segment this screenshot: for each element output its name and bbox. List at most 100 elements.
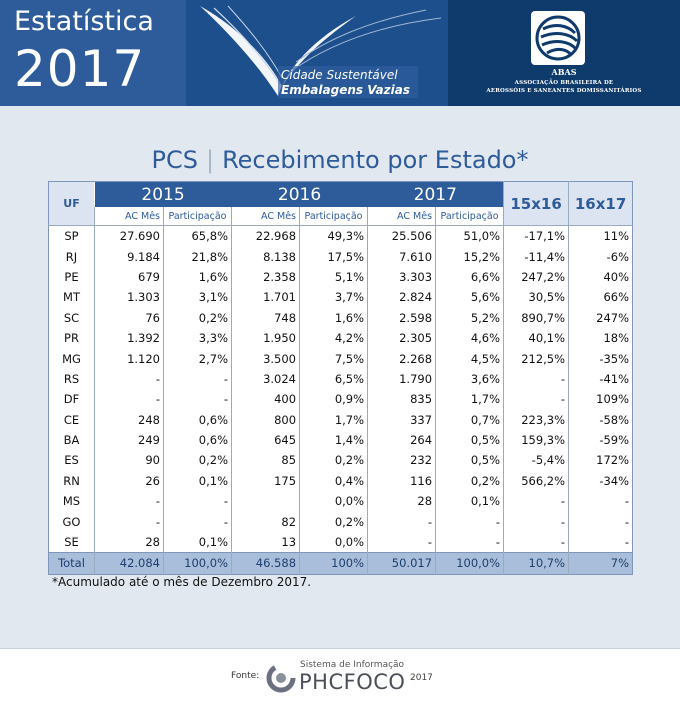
table-row: SC 76 0,2% 748 1,6% 2.598 5,2% 890,7% 247% [49,307,633,328]
ac-2016-cell: 2.358 [231,266,300,288]
share-2016-cell: 0,2% [299,450,368,471]
change-16x17-cell: 66% [568,287,633,308]
ac-2015-cell: - [94,491,164,512]
table-row: RJ 9.184 21,8% 8.138 17,5% 7.610 15,2% -11,4% -6… [49,246,633,267]
share-2015-cell: 1,6% [162,266,232,288]
ac-2015-cell: - [94,368,164,390]
share-2017-cell: 3,6% [435,368,504,390]
change-15x16-cell: 40,1% [503,327,569,349]
comparison-header-16x17: 16x17 [568,181,633,226]
ac-2016-cell: 13 [231,531,300,553]
total-ac-2017-cell: 50.017 [367,552,436,575]
ac-2016-cell: 800 [231,409,300,430]
footnote: *Acumulado até o mês de Dezembro 2017. [52,575,312,589]
ac-2016-cell: 3.024 [231,368,300,390]
share-2016-cell: 1,4% [299,429,368,451]
table-row: SP 27.690 65,8% 22.968 49,3% 25.506 51,0% -17,1… [48,225,633,247]
change-16x17-cell: 11% [568,225,633,247]
ac-2016-cell: 1.950 [231,327,300,349]
uf-cell: PR [64,331,79,346]
change-16x17-cell: - [568,491,633,512]
share-2015-cell: - [162,491,232,512]
change-16x17-cell: - [568,511,633,532]
share-header-2017: Participação [435,207,504,226]
table-row: PE 679 1,6% 2.358 5,1% 3.303 6,6% 247,2% 40% [49,266,633,288]
system-name: PHCFOCO [299,670,406,694]
change-16x17-cell: 18% [568,327,633,349]
year-header-2016: 2016 [231,181,368,207]
header-title-block: Estatística 2017 [0,0,186,106]
uf-cell: SE [64,535,79,550]
change-15x16-cell: -5,4% [503,450,569,471]
share-2015-cell: - [162,368,232,390]
table-row: DF - -400 0,9% 835 1,7% -109% [49,389,633,410]
share-2015-cell: 3,3% [162,327,232,349]
uf-cell: PE [64,269,79,284]
share-2016-cell: 17,5% [299,246,368,267]
change-15x16-cell: 159,3% [503,429,569,451]
share-2016-cell: 4,2% [299,327,368,349]
change-16x17-cell: -41% [568,368,633,390]
share-2016-cell: 0,4% [299,470,368,492]
share-2016-cell: 0,9% [299,389,368,410]
share-2017-cell: 0,5% [435,450,504,471]
ac-2017-cell: - [367,511,436,532]
ac-2015-cell: 27.690 [94,225,164,247]
swoosh-logo-icon [200,5,442,98]
share-2017-cell: 4,5% [435,348,504,369]
change-16x17-cell: - [568,531,633,553]
total-ac-2016-cell: 46.588 [231,552,300,575]
total-change-16x17-cell: 7% [568,552,633,575]
change-16x17-cell: -59% [568,429,633,451]
share-2017-cell: 6,6% [435,266,504,288]
comparison-header-15x16: 15x16 [503,181,569,226]
share-2017-cell: - [435,511,504,532]
share-2016-cell: 5,1% [299,266,368,288]
total-label: Total [48,552,95,575]
organization-block: ABAS ASSOCIAÇÃO BRASILEIRA DE AEROSSÓIS … [448,0,680,106]
total-row: Total 42.084 100,0% 46.588 100% 50.017 100,0% 1… [48,552,633,575]
ac-2016-cell: 400 [231,389,300,410]
change-15x16-cell: 890,7% [503,307,569,328]
phcfoco-logo-icon [266,663,296,693]
main-panel: PCS | Recebimento por Estado* UF 2015 2016… [0,106,680,648]
share-2017-cell: 0,1% [435,491,504,512]
uf-cell: SP [48,225,95,247]
ac-2015-cell: 26 [94,470,164,492]
ac-2016-cell: 175 [231,470,300,492]
share-2017-cell: 51,0% [435,225,504,247]
share-2015-cell: 0,2% [162,307,232,328]
share-2015-cell: 65,8% [162,225,232,247]
share-2017-cell: 0,2% [435,470,504,492]
total-share-2015-cell: 100,0% [162,552,232,575]
table-row: GO - -82 0,2% - - - - [49,511,633,532]
share-2016-cell: 1,7% [299,409,368,430]
change-15x16-cell: 30,5% [503,287,569,308]
share-2016-cell: 3,7% [299,287,368,308]
source-label: Fonte: [231,671,260,681]
share-2016-cell: 6,5% [299,368,368,390]
share-2015-cell: 0,1% [162,531,232,553]
ac-2017-cell: 1.790 [367,368,436,390]
ac-2015-cell: - [94,389,164,410]
ac-2017-cell: - [367,531,436,553]
share-2017-cell: - [435,531,504,553]
ac-2015-cell: 1.392 [94,327,164,349]
change-15x16-cell: - [503,491,569,512]
page-header: Estatística 2017 Cidade Sustentável Emba… [0,0,680,106]
share-2015-cell: 21,8% [162,246,232,267]
ac-2016-cell: 8.138 [231,246,300,267]
table-body: SP 27.690 65,8% 22.968 49,3% 25.506 51,0% -17,1… [48,225,633,575]
share-2015-cell: 0,6% [162,429,232,451]
program-name: Cidade Sustentável [281,68,398,82]
ac-2016-cell: 22.968 [231,225,300,247]
ac-2015-cell: 28 [94,531,164,553]
share-2017-cell: 5,6% [435,287,504,308]
program-banner: Cidade Sustentável Embalagens Vazias [186,0,448,106]
ac-2015-cell: 90 [94,450,164,471]
ac-2015-cell: 248 [94,409,164,430]
report-subtitle: Recebimento por Estado* [222,146,529,174]
share-2016-cell: 0,2% [299,511,368,532]
change-15x16-cell: - [503,389,569,410]
table-row: MG 1.120 2,7% 3.500 7,5% 2.268 4,5% 212,5% -35% [49,348,633,369]
